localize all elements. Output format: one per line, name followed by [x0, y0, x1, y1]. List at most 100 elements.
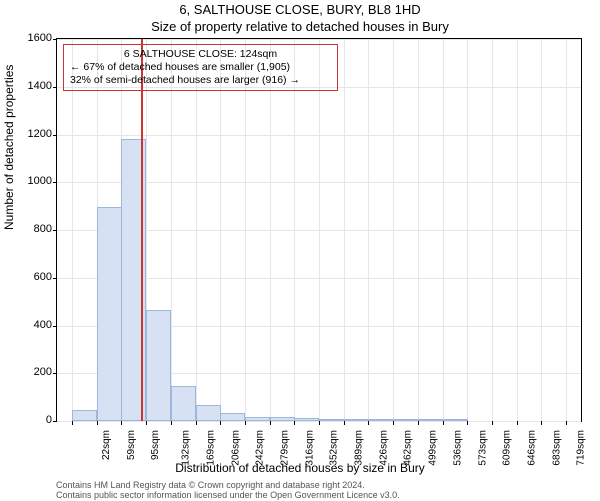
gridline-v: [245, 39, 246, 421]
xtick-mark: [270, 421, 271, 425]
xtick-label: 132sqm: [180, 430, 191, 466]
xtick-label: 646sqm: [527, 430, 538, 466]
xtick-label: 316sqm: [304, 430, 315, 466]
annotation-line: 32% of semi-detached houses are larger (…: [70, 74, 331, 87]
chart-title-line1: 6, SALTHOUSE CLOSE, BURY, BL8 1HD: [0, 2, 600, 17]
xtick-mark: [393, 421, 394, 425]
histogram-bar: [146, 310, 171, 421]
histogram-bar: [393, 419, 418, 421]
gridline-v: [467, 39, 468, 421]
xtick-label: 389sqm: [354, 430, 365, 466]
annotation-line: ← 67% of detached houses are smaller (1,…: [70, 61, 331, 74]
ytick-label: 600: [12, 271, 52, 283]
gridline-v: [517, 39, 518, 421]
gridline-v: [492, 39, 493, 421]
xtick-mark: [541, 421, 542, 425]
xtick-label: 573sqm: [478, 430, 489, 466]
xtick-label: 683sqm: [552, 430, 563, 466]
xtick-mark: [443, 421, 444, 425]
xtick-mark: [171, 421, 172, 425]
gridline-v: [270, 39, 271, 421]
histogram-bar: [196, 405, 221, 421]
xtick-mark: [294, 421, 295, 425]
plot-area: [56, 38, 582, 422]
ytick-mark: [53, 87, 57, 88]
gridline-v: [541, 39, 542, 421]
ytick-label: 1600: [12, 32, 52, 44]
xtick-label: 95sqm: [150, 430, 161, 460]
xtick-mark: [517, 421, 518, 425]
xtick-mark: [220, 421, 221, 425]
gridline-v: [72, 39, 73, 421]
gridline-v: [566, 39, 567, 421]
gridline-v: [319, 39, 320, 421]
xtick-mark: [196, 421, 197, 425]
xtick-mark: [121, 421, 122, 425]
xtick-label: 462sqm: [403, 430, 414, 466]
ytick-mark: [53, 135, 57, 136]
xtick-label: 279sqm: [279, 430, 290, 466]
xtick-mark: [467, 421, 468, 425]
xtick-label: 426sqm: [378, 430, 389, 466]
xtick-label: 536sqm: [453, 430, 464, 466]
histogram-bar: [368, 419, 393, 421]
xtick-label: 169sqm: [205, 430, 216, 466]
xtick-label: 499sqm: [428, 430, 439, 466]
histogram-bar: [72, 410, 97, 421]
xtick-mark: [418, 421, 419, 425]
histogram-bar: [245, 417, 270, 421]
xtick-mark: [97, 421, 98, 425]
xtick-label: 242sqm: [255, 430, 266, 466]
xtick-mark: [368, 421, 369, 425]
gridline-v: [393, 39, 394, 421]
xtick-label: 59sqm: [126, 430, 137, 460]
gridline-v: [344, 39, 345, 421]
xtick-mark: [72, 421, 73, 425]
histogram-bar: [443, 419, 468, 421]
histogram-bar: [270, 417, 295, 421]
ytick-label: 1400: [12, 80, 52, 92]
xtick-mark: [146, 421, 147, 425]
ytick-label: 400: [12, 319, 52, 331]
gridline-v: [294, 39, 295, 421]
footer-line2: Contains public sector information licen…: [56, 490, 400, 501]
xtick-mark: [492, 421, 493, 425]
histogram-bar: [220, 413, 245, 421]
xtick-mark: [344, 421, 345, 425]
gridline-v: [220, 39, 221, 421]
annotation-box: 6 SALTHOUSE CLOSE: 124sqm← 67% of detach…: [63, 44, 338, 91]
ytick-mark: [53, 182, 57, 183]
gridline-v: [196, 39, 197, 421]
chart-title-line2: Size of property relative to detached ho…: [0, 19, 600, 34]
histogram-bar: [344, 419, 369, 421]
ytick-label: 1000: [12, 175, 52, 187]
ytick-label: 1200: [12, 128, 52, 140]
xtick-label: 22sqm: [101, 430, 112, 460]
histogram-bar: [97, 207, 122, 421]
xtick-mark: [566, 421, 567, 425]
ytick-label: 0: [12, 414, 52, 426]
ytick-mark: [53, 326, 57, 327]
marker-line: [141, 39, 143, 421]
histogram-bar: [319, 419, 344, 421]
histogram-bar: [418, 419, 443, 421]
gridline-v: [418, 39, 419, 421]
histogram-bar: [171, 386, 196, 421]
gridline-v: [368, 39, 369, 421]
ytick-mark: [53, 373, 57, 374]
ytick-mark: [53, 230, 57, 231]
annotation-line: 6 SALTHOUSE CLOSE: 124sqm: [70, 48, 331, 61]
gridline-v: [443, 39, 444, 421]
xtick-label: 206sqm: [230, 430, 241, 466]
ytick-label: 200: [12, 366, 52, 378]
xtick-label: 352sqm: [329, 430, 340, 466]
xtick-mark: [319, 421, 320, 425]
ytick-mark: [53, 278, 57, 279]
xtick-label: 609sqm: [502, 430, 513, 466]
ytick-mark: [53, 421, 57, 422]
ytick-label: 800: [12, 223, 52, 235]
histogram-bar: [294, 418, 319, 421]
xtick-label: 719sqm: [576, 430, 587, 466]
gridline-v: [171, 39, 172, 421]
xtick-mark: [245, 421, 246, 425]
